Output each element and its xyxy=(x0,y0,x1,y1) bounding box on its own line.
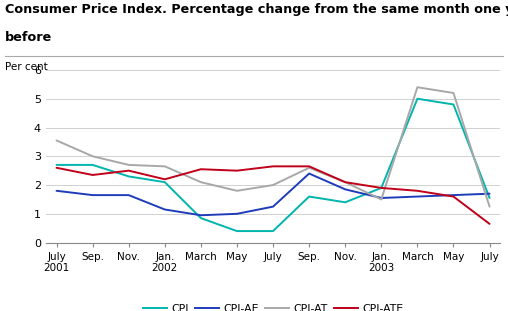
CPI-AT xyxy=(342,180,348,184)
Text: Consumer Price Index. Percentage change from the same month one year: Consumer Price Index. Percentage change … xyxy=(5,3,508,16)
CPI-AT xyxy=(415,85,421,89)
CPI-AE xyxy=(234,212,240,216)
CPI xyxy=(198,216,204,220)
CPI-AT xyxy=(89,154,96,158)
CPI xyxy=(53,163,59,167)
CPI-AT xyxy=(234,189,240,193)
CPI-AE xyxy=(378,196,385,200)
CPI-AE xyxy=(53,189,59,193)
CPI-ATE xyxy=(270,165,276,168)
CPI-ATE xyxy=(342,180,348,184)
CPI-AE xyxy=(451,193,457,197)
CPI xyxy=(342,200,348,204)
CPI xyxy=(234,229,240,233)
CPI xyxy=(487,196,493,200)
Line: CPI-AE: CPI-AE xyxy=(56,174,490,215)
Line: CPI: CPI xyxy=(56,99,490,231)
CPI-ATE xyxy=(234,169,240,173)
CPI-AT xyxy=(53,139,59,142)
CPI-ATE xyxy=(378,186,385,190)
CPI-AE xyxy=(162,208,168,211)
CPI-ATE xyxy=(162,177,168,181)
CPI-AE xyxy=(198,213,204,217)
CPI-AE xyxy=(342,188,348,191)
Text: Per cent: Per cent xyxy=(5,62,48,72)
CPI-AE xyxy=(125,193,132,197)
CPI-AT xyxy=(270,183,276,187)
CPI-AT xyxy=(451,91,457,95)
CPI-AE xyxy=(415,195,421,198)
CPI-AT xyxy=(162,165,168,168)
Text: before: before xyxy=(5,31,52,44)
CPI-AT xyxy=(487,205,493,208)
CPI xyxy=(125,174,132,178)
CPI-AE xyxy=(270,205,276,208)
CPI xyxy=(415,97,421,101)
CPI xyxy=(270,229,276,233)
CPI-AE xyxy=(487,192,493,196)
CPI-AT xyxy=(378,197,385,201)
Legend: CPI, CPI-AE, CPI-AT, CPI-ATE: CPI, CPI-AE, CPI-AT, CPI-ATE xyxy=(139,300,407,311)
CPI-ATE xyxy=(125,169,132,173)
CPI-ATE xyxy=(89,173,96,177)
CPI-ATE xyxy=(198,167,204,171)
CPI xyxy=(451,103,457,106)
CPI-AT xyxy=(125,163,132,167)
CPI-ATE xyxy=(487,222,493,226)
CPI-AE xyxy=(306,172,312,175)
CPI xyxy=(378,186,385,190)
Line: CPI-ATE: CPI-ATE xyxy=(56,166,490,224)
CPI xyxy=(162,180,168,184)
CPI-ATE xyxy=(306,165,312,168)
CPI-AT xyxy=(306,166,312,169)
CPI-ATE xyxy=(451,195,457,198)
CPI-AE xyxy=(89,193,96,197)
Line: CPI-AT: CPI-AT xyxy=(56,87,490,207)
CPI-ATE xyxy=(53,166,59,169)
CPI xyxy=(89,163,96,167)
CPI xyxy=(306,195,312,198)
CPI-ATE xyxy=(415,189,421,193)
CPI-AT xyxy=(198,180,204,184)
